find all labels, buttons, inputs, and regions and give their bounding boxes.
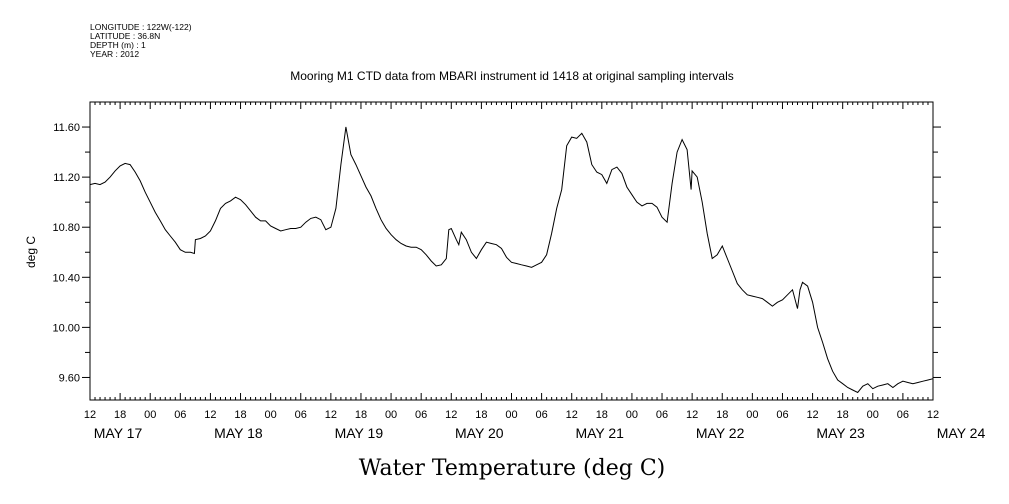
series-line-water-temperature (89, 126, 934, 394)
x-tick-label: 06 (174, 409, 186, 421)
x-tick-label: 18 (716, 409, 728, 421)
x-day-label: MAY 17 (94, 425, 143, 441)
x-tick-label: 12 (84, 409, 96, 421)
chart-title: Mooring M1 CTD data from MBARI instrumen… (290, 69, 734, 83)
x-day-label: MAY 18 (214, 425, 263, 441)
x-tick-labels: 12 18 00 06 12 18 00 06 12 18 00 06 12 18 00 06 12 18 00 06… (84, 409, 939, 421)
x-tick-label: 18 (596, 409, 608, 421)
header-line-depth: DEPTH (m) : 1 (90, 40, 146, 50)
x-tick-label: 00 (265, 409, 277, 421)
x-tick-label: 12 (445, 409, 457, 421)
y-tick-label: 10.40 (52, 272, 80, 284)
y-tick-label: 10.80 (52, 222, 80, 234)
plot-frame (89, 101, 934, 401)
x-tick-label: 00 (626, 409, 638, 421)
x-tick-label: 00 (505, 409, 517, 421)
x-day-label: MAY 20 (455, 425, 504, 441)
header-info: LONGITUDE : 122W(-122) LATITUDE : 36.8N … (90, 22, 192, 59)
x-tick-label: 00 (867, 409, 879, 421)
x-tick-label: 00 (144, 409, 156, 421)
y-axis-label: deg C (24, 236, 38, 268)
x-tick-label: 06 (295, 409, 307, 421)
x-tick-label: 18 (234, 409, 246, 421)
x-day-labels: MAY 17 MAY 18 MAY 19 MAY 20 MAY 21 MAY 22 MAY … (94, 425, 986, 441)
x-tick-label: 12 (325, 409, 337, 421)
x-tick-label: 12 (566, 409, 578, 421)
x-tick-label: 12 (204, 409, 216, 421)
y-tick-label: 9.60 (59, 372, 80, 384)
x-tick-label: 18 (355, 409, 367, 421)
x-tick-label: 18 (475, 409, 487, 421)
x-tick-label: 06 (776, 409, 788, 421)
header-line-longitude: LONGITUDE : 122W(-122) (90, 22, 192, 32)
x-tick-label: 18 (114, 409, 126, 421)
x-day-label: MAY 24 (937, 425, 986, 441)
y-tick-label: 11.20 (53, 172, 80, 184)
x-day-label: MAY 22 (696, 425, 745, 441)
header-line-latitude: LATITUDE : 36.8N (90, 31, 160, 41)
x-tick-label: 06 (415, 409, 427, 421)
header-line-year: YEAR : 2012 (90, 49, 139, 59)
y-tick-label: 10.00 (52, 322, 80, 334)
x-tick-label: 06 (897, 409, 909, 421)
x-day-label: MAY 23 (816, 425, 865, 441)
x-day-label: MAY 19 (335, 425, 384, 441)
x-tick-label: 18 (837, 409, 849, 421)
x-tick-label: 12 (806, 409, 818, 421)
x-day-label: MAY 21 (575, 425, 624, 441)
y-tick-labels: 11.60 11.20 10.80 10.40 10.00 9.60 (52, 122, 80, 384)
x-tick-label: 06 (656, 409, 668, 421)
x-tick-label: 00 (746, 409, 758, 421)
axis-ticks (82, 102, 941, 400)
x-tick-label: 12 (927, 409, 939, 421)
y-tick-label: 11.60 (53, 122, 80, 134)
x-axis-title: Water Temperature (deg C) (359, 456, 666, 481)
x-tick-label: 00 (385, 409, 397, 421)
x-tick-label: 12 (686, 409, 698, 421)
x-tick-label: 06 (535, 409, 547, 421)
